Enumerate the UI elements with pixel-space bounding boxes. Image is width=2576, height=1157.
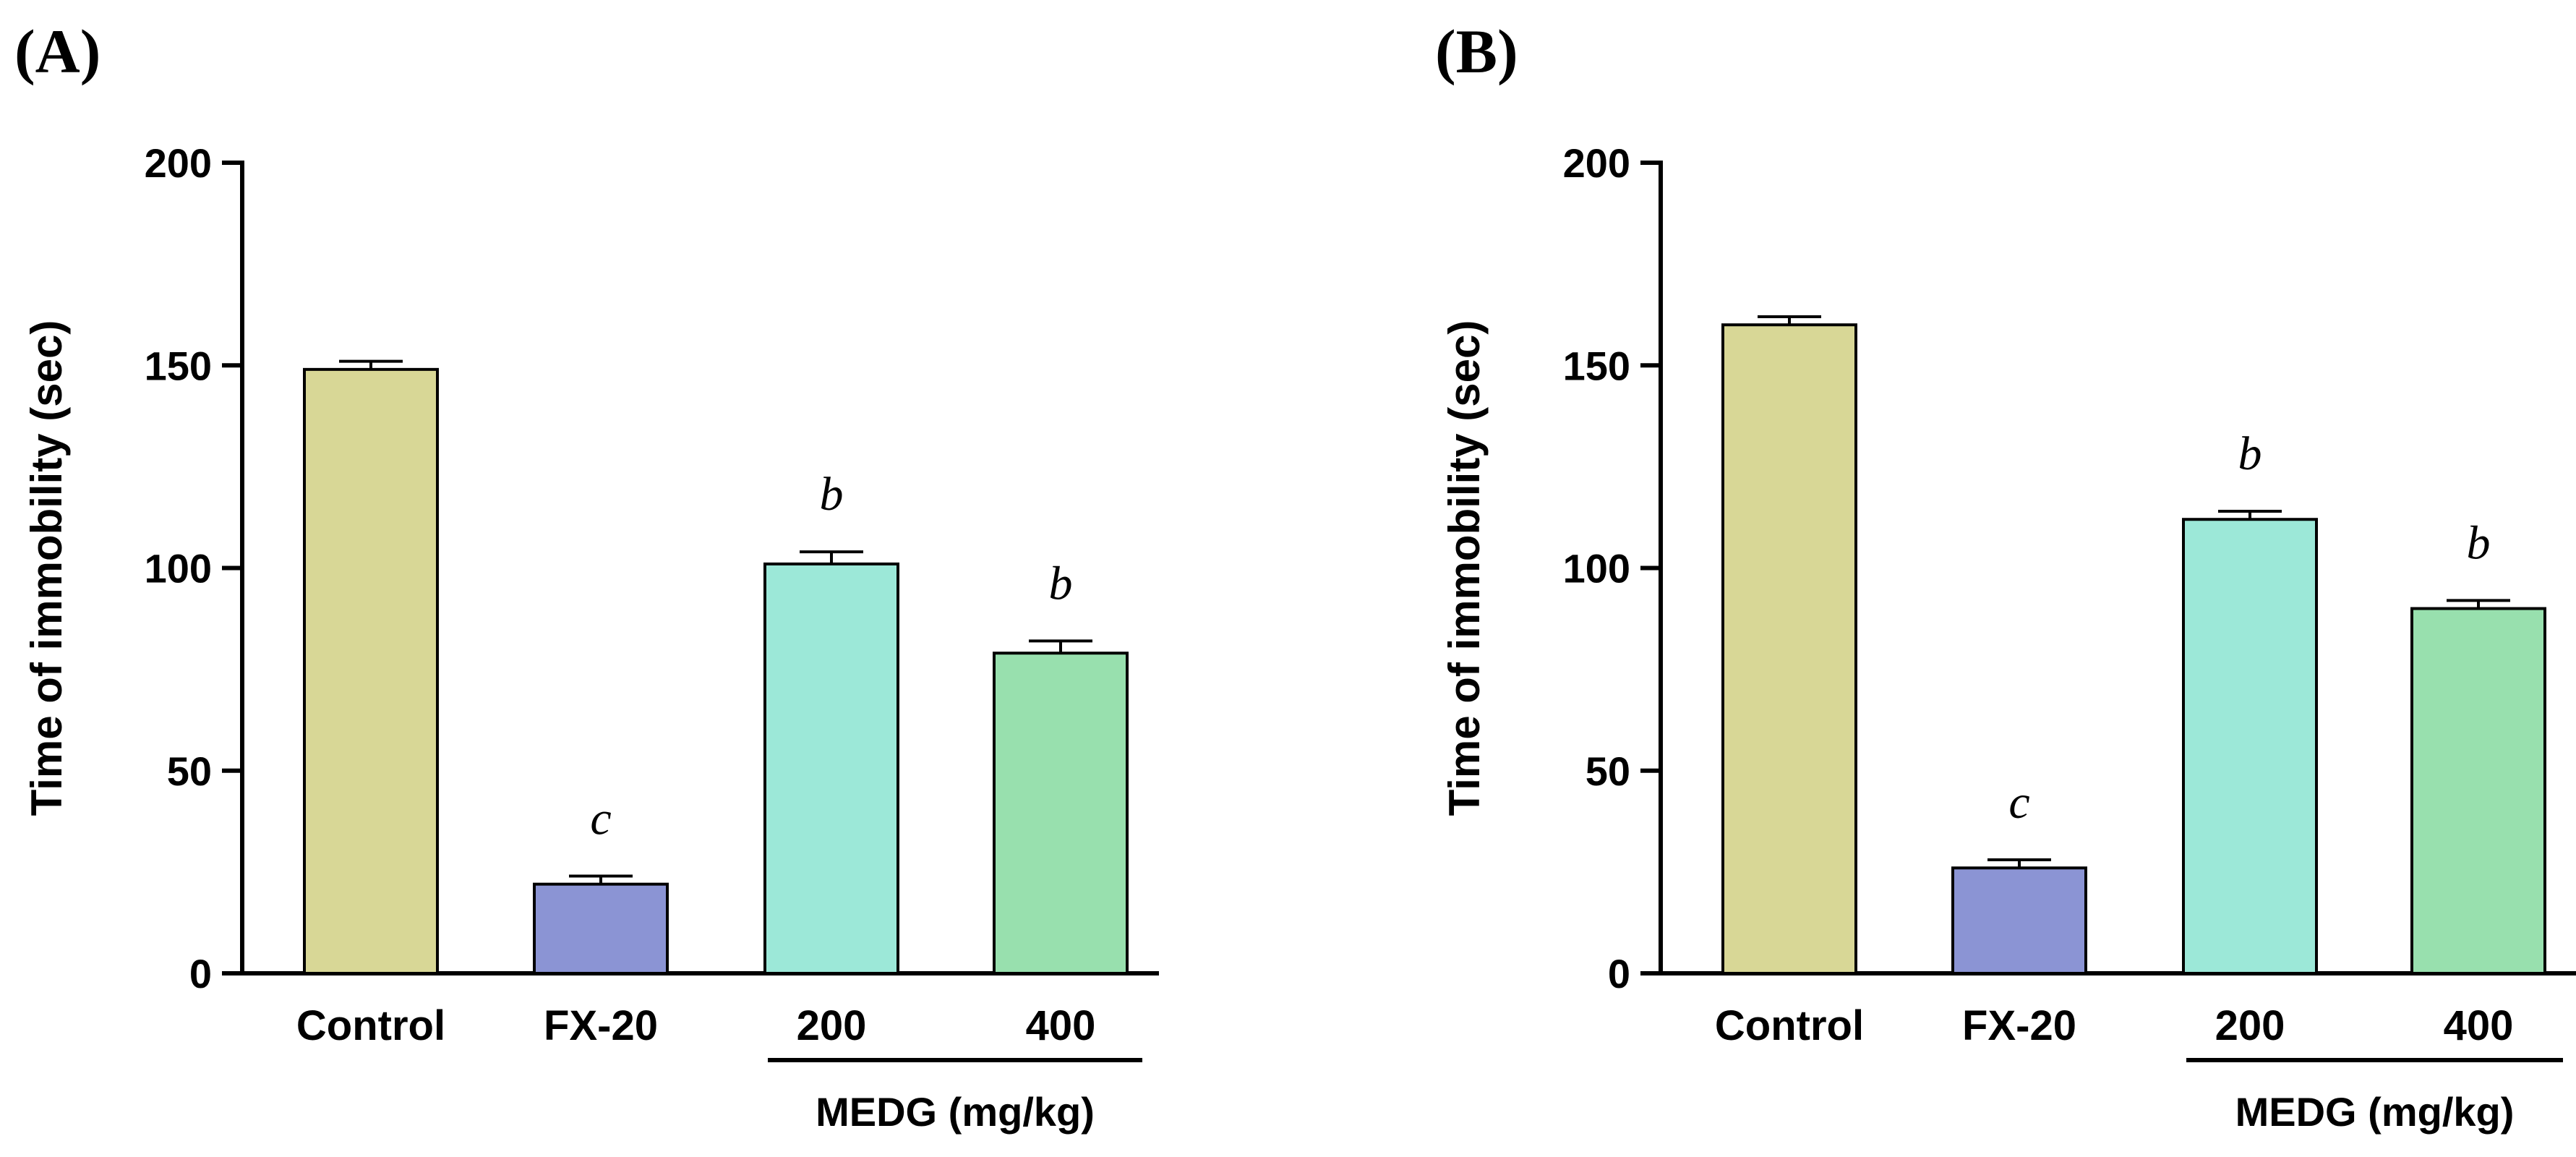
y-tick-label: 150 <box>145 343 212 388</box>
y-tick-label: 0 <box>1608 951 1630 996</box>
panel-a: (A) 0 50 100 150 200 Time of immobility (sec) C… <box>14 17 1159 1135</box>
bar-fx-20 <box>533 882 669 975</box>
category-label: Control <box>1715 1002 1864 1049</box>
y-tick-label: 200 <box>145 140 212 186</box>
y-tick-label: 0 <box>189 951 212 996</box>
category-label: 200 <box>2215 1002 2285 1049</box>
bar-control <box>303 367 439 975</box>
category-label: Control <box>296 1002 445 1049</box>
significance-label: c <box>2008 776 2029 829</box>
y-tick-label: 150 <box>1563 343 1630 388</box>
significance-label: b <box>2238 427 2262 480</box>
significance-label: b <box>820 468 844 521</box>
panel-b: (B) 0 50 100 150 200 Time of immobility (sec) C… <box>1435 17 2576 1135</box>
significance-label: c <box>590 792 611 845</box>
y-tick-label: 50 <box>1586 748 1630 794</box>
group-label: MEDG (mg/kg) <box>816 1089 1095 1135</box>
panel-label: (A) <box>14 17 100 86</box>
category-label: 200 <box>797 1002 867 1049</box>
group-label: MEDG (mg/kg) <box>2235 1089 2515 1135</box>
y-tick-label: 200 <box>1563 140 1630 186</box>
bar-200 <box>2182 518 2318 975</box>
y-tick-label: 100 <box>1563 546 1630 592</box>
bar-400 <box>2410 607 2546 975</box>
y-tick-label: 50 <box>167 748 212 794</box>
y-axis-title: Time of immobility (sec) <box>1440 320 1489 816</box>
bar-200 <box>763 562 899 975</box>
y-tick-label: 100 <box>145 546 212 592</box>
y-axis-title: Time of immobility (sec) <box>22 320 71 816</box>
significance-label: b <box>1049 557 1073 610</box>
category-label: 400 <box>2444 1002 2514 1049</box>
bar-400 <box>993 652 1129 975</box>
significance-label: b <box>2467 516 2491 569</box>
panel-label: (B) <box>1435 17 1518 86</box>
category-label: FX-20 <box>544 1002 658 1049</box>
category-label: 400 <box>1026 1002 1096 1049</box>
bar-fx-20 <box>1951 866 2087 975</box>
category-label: FX-20 <box>1962 1002 2076 1049</box>
bar-control <box>1721 323 1857 975</box>
